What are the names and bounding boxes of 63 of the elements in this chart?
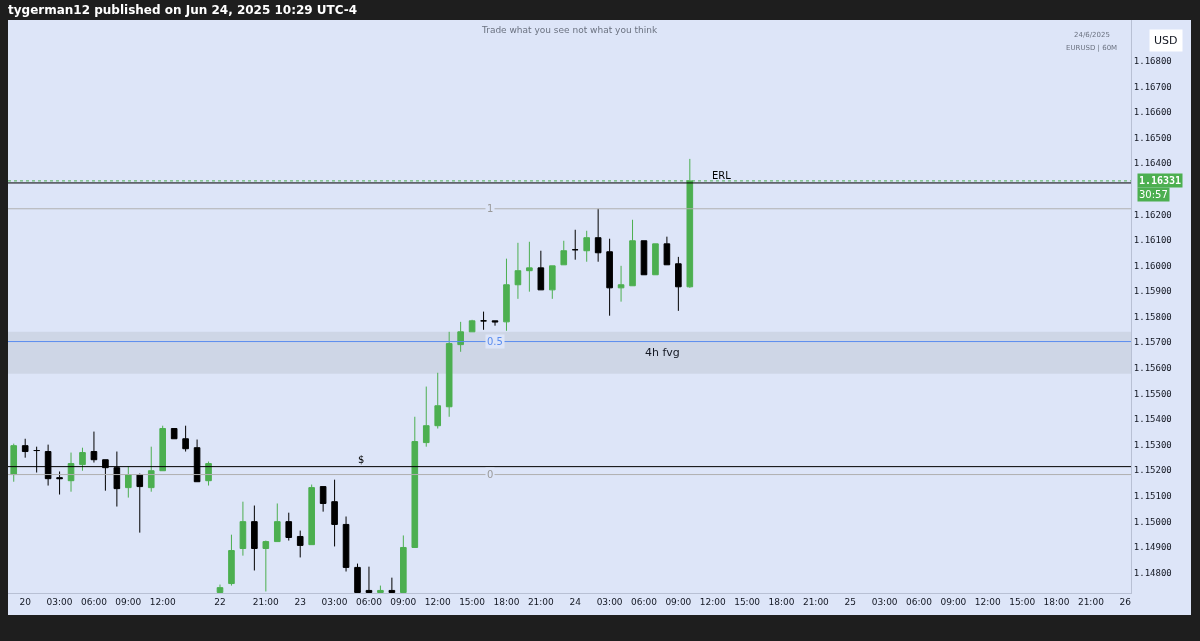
x-tick-label: 09:00 bbox=[115, 596, 142, 607]
y-tick-label: 1.16500 bbox=[1133, 132, 1172, 143]
x-tick-label: 15:00 bbox=[1009, 596, 1036, 607]
x-tick-label: 03:00 bbox=[321, 596, 348, 607]
y-tick-label: 1.15000 bbox=[1133, 516, 1172, 527]
x-tick-label: 12:00 bbox=[149, 596, 176, 607]
y-tick-label: 1.15500 bbox=[1133, 388, 1172, 399]
x-tick-label: 12:00 bbox=[699, 596, 726, 607]
y-tick-label: 1.15100 bbox=[1133, 490, 1172, 501]
y-tick-label: 1.16400 bbox=[1133, 158, 1172, 169]
x-tick-label: 03:00 bbox=[596, 596, 623, 607]
x-tick-label: 06:00 bbox=[80, 596, 108, 607]
text: 30:57 bbox=[1139, 189, 1168, 200]
annotation: 0 bbox=[487, 469, 494, 480]
band-label: 4h fvg bbox=[645, 346, 680, 359]
y-tick-label: 1.15700 bbox=[1133, 337, 1172, 348]
chart-title: tygerman12 published on Jun 24, 2025 10:29 UTC-4 bbox=[8, 2, 358, 18]
x-tick-label: 18:00 bbox=[1043, 596, 1070, 607]
x-tick-label: 06:00 bbox=[355, 596, 383, 607]
x-tick-label: 21:00 bbox=[527, 596, 555, 607]
x-tick-label: 21:00 bbox=[252, 596, 280, 607]
text: USD bbox=[1154, 34, 1178, 47]
y-tick-label: 1.15400 bbox=[1133, 414, 1172, 425]
y-tick-label: 1.15200 bbox=[1133, 465, 1172, 476]
x-tick-label: 21:00 bbox=[802, 596, 830, 607]
x-tick-label: 20 bbox=[19, 596, 32, 607]
x-tick-label: 03:00 bbox=[871, 596, 898, 607]
x-tick-label: 24 bbox=[569, 596, 582, 607]
y-tick-label: 1.15800 bbox=[1133, 311, 1172, 322]
x-tick-label: 06:00 bbox=[906, 596, 933, 607]
ref-line-label: 1.16331 bbox=[1139, 175, 1182, 186]
x-tick-label: 23 bbox=[294, 596, 306, 607]
x-tick-label: 12:00 bbox=[424, 596, 451, 607]
x-tick-label: 12:00 bbox=[974, 596, 1001, 607]
x-tick-label: 22 bbox=[214, 596, 226, 607]
y-tick-label: 1.14800 bbox=[1133, 567, 1172, 578]
y-tick-label: 1.15300 bbox=[1133, 439, 1172, 450]
x-tick-label: 26 bbox=[1119, 596, 1132, 607]
annotation: 1 bbox=[487, 203, 494, 214]
text: Trade what you see not what you think bbox=[481, 25, 658, 35]
y-tick-label: 1.16100 bbox=[1133, 235, 1172, 246]
x-tick-label: 15:00 bbox=[734, 596, 761, 607]
y-tick-label: 1.16600 bbox=[1133, 107, 1172, 118]
x-tick-label: 06:00 bbox=[631, 596, 658, 607]
x-tick-label: 18:00 bbox=[768, 596, 795, 607]
y-tick-label: 1.16800 bbox=[1133, 56, 1172, 67]
y-tick-label: 1.16700 bbox=[1133, 81, 1172, 92]
x-tick-label: 15:00 bbox=[459, 596, 486, 607]
ref-line-label: ERL bbox=[712, 170, 732, 181]
x-tick-label: 25 bbox=[844, 596, 856, 607]
y-tick-label: 1.16200 bbox=[1133, 209, 1172, 220]
x-tick-label: 18:00 bbox=[493, 596, 520, 607]
x-tick-label: 09:00 bbox=[940, 596, 967, 607]
x-tick-label: 21:00 bbox=[1077, 596, 1105, 607]
y-tick-label: 1.14900 bbox=[1133, 542, 1172, 553]
x-tick-label: 03:00 bbox=[46, 596, 73, 607]
ref-line-label: $ bbox=[358, 454, 365, 465]
x-tick-label: 09:00 bbox=[390, 596, 417, 607]
y-tick-label: 1.15900 bbox=[1133, 286, 1172, 297]
x-tick-label: 09:00 bbox=[665, 596, 692, 607]
y-tick-label: 1.15600 bbox=[1133, 363, 1172, 374]
annotation: 0.5 bbox=[487, 336, 503, 347]
y-tick-label: 1.16000 bbox=[1133, 260, 1172, 271]
